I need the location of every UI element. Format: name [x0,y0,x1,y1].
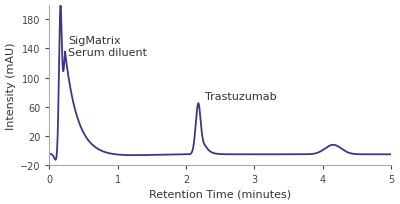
Text: Trastuzumab: Trastuzumab [205,91,277,101]
X-axis label: Retention Time (minutes): Retention Time (minutes) [149,188,291,198]
Y-axis label: Intensity (mAU): Intensity (mAU) [6,42,16,129]
Text: SigMatrix
Serum diluent: SigMatrix Serum diluent [68,36,148,58]
